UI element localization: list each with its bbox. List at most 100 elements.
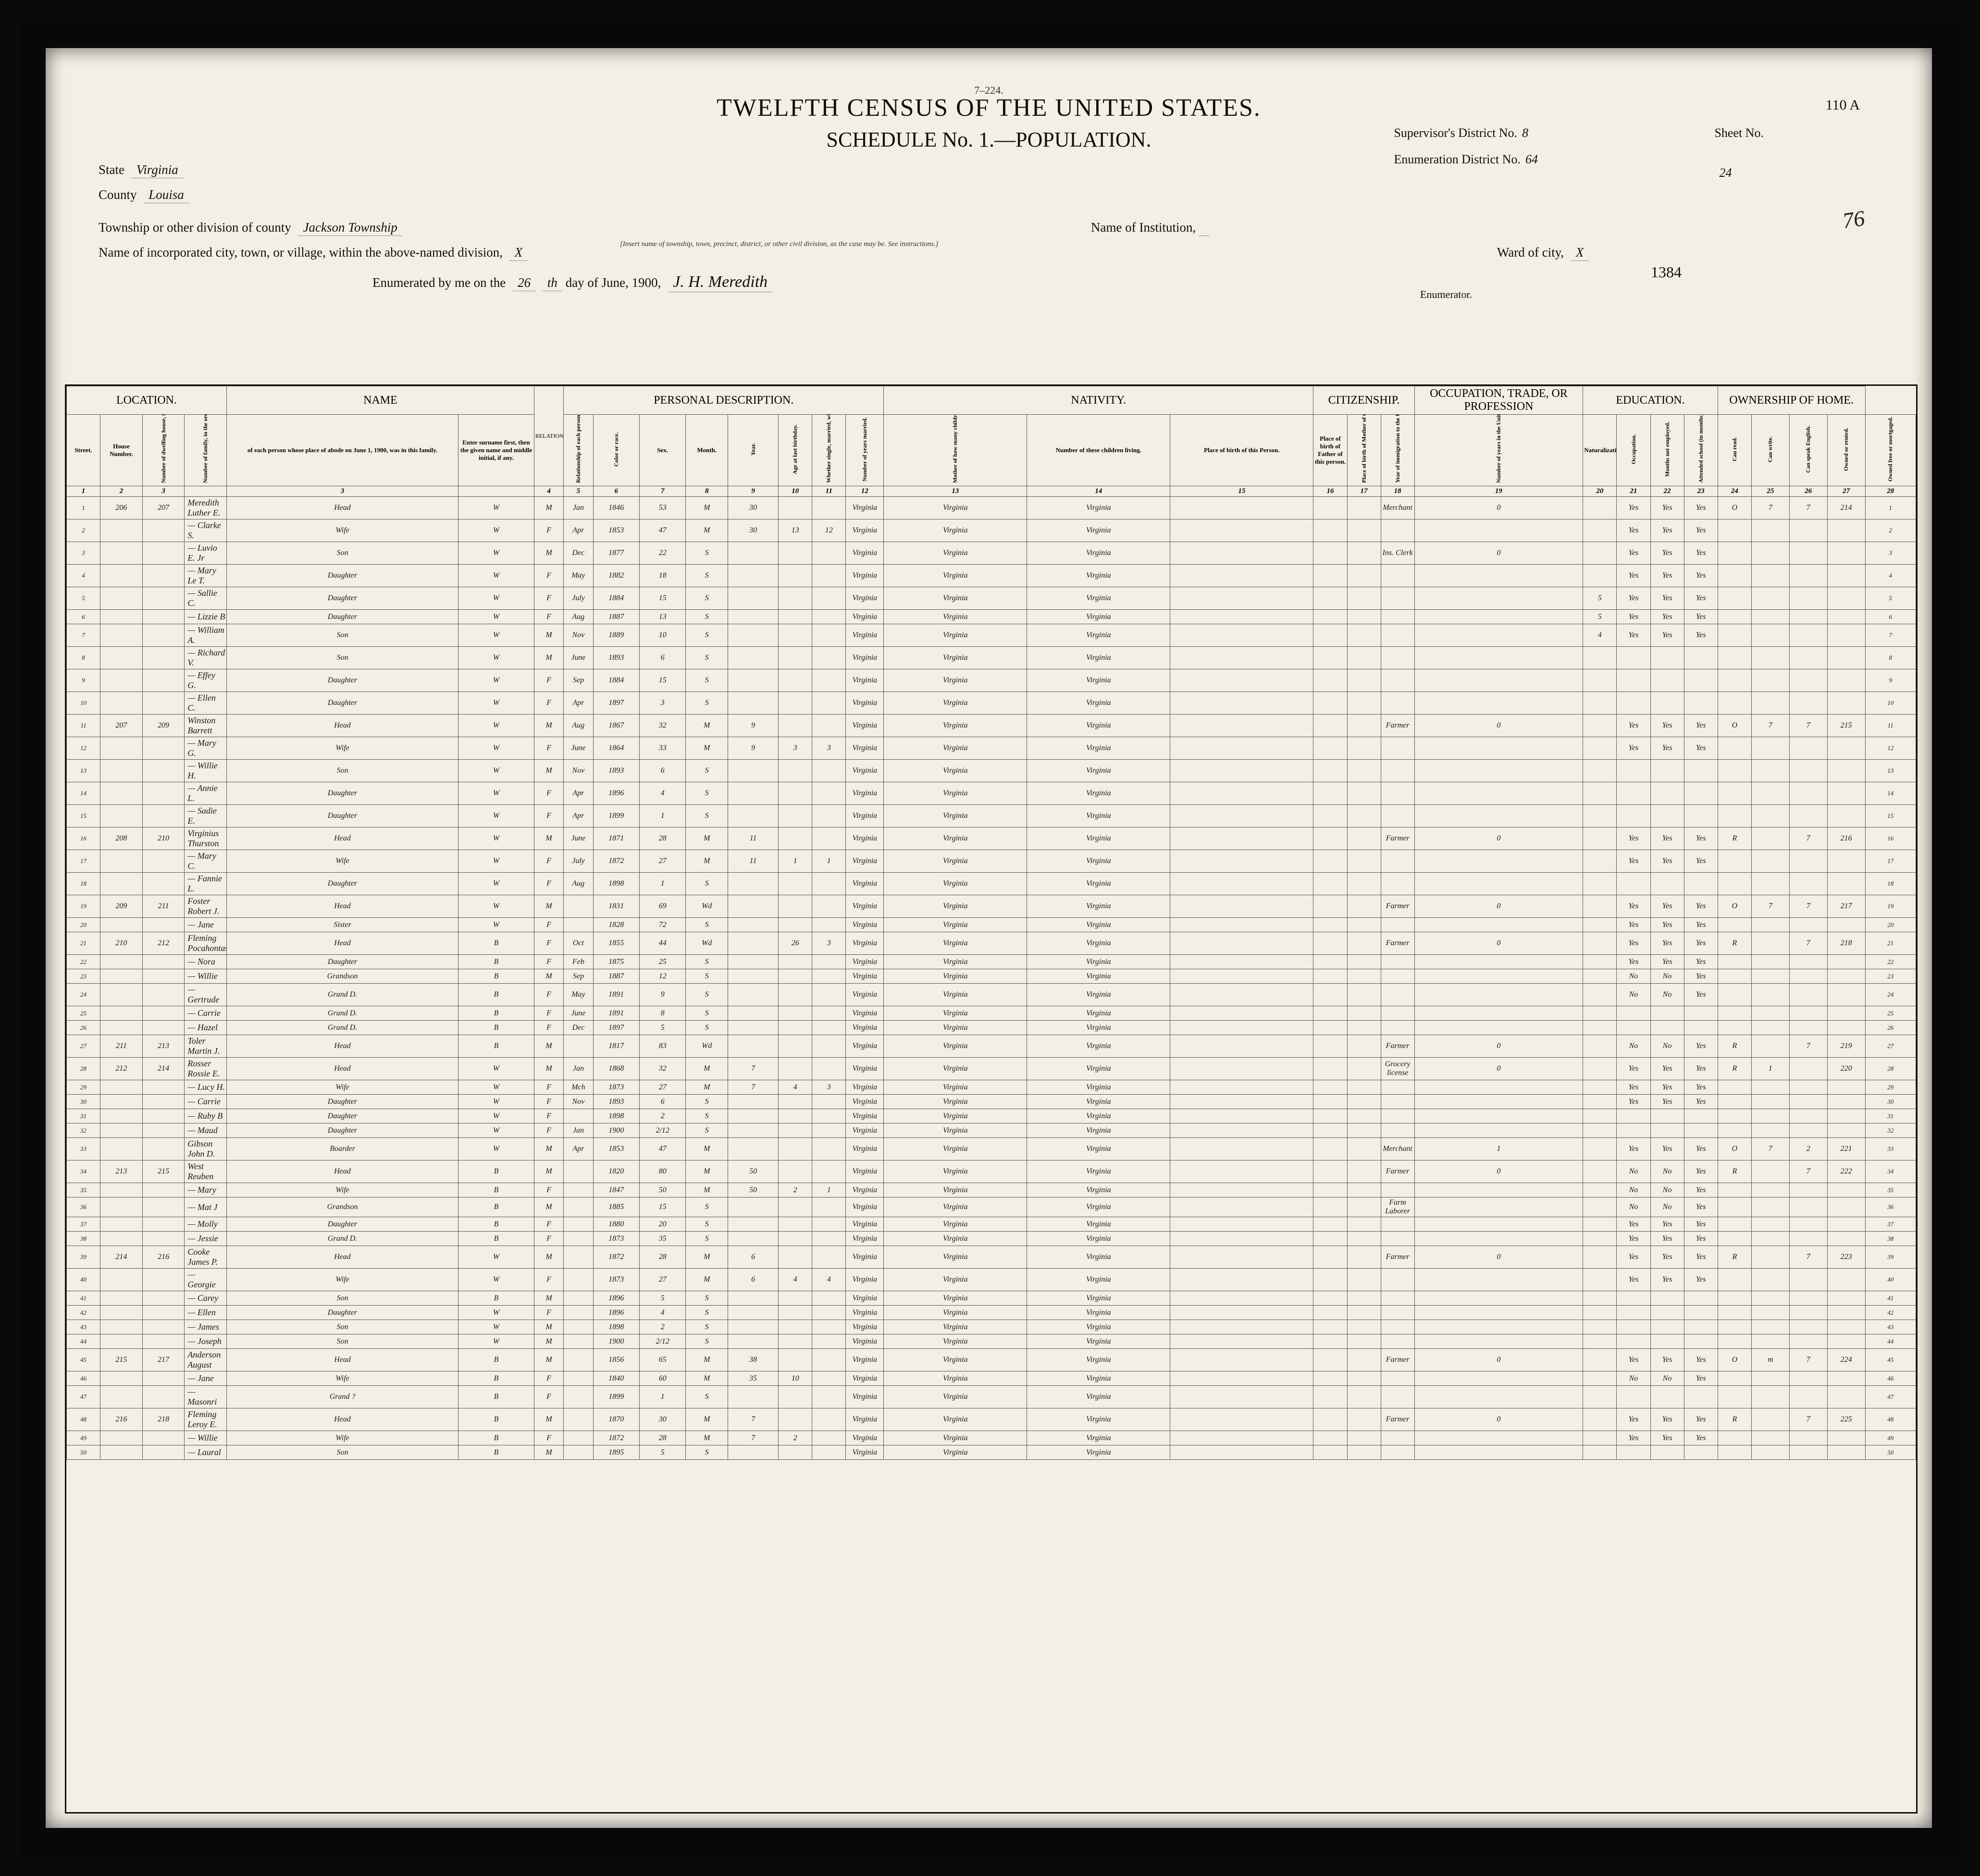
person-name[interactable]: — Sallie C. [185, 587, 227, 610]
person-name[interactable]: — Richard V. [185, 647, 227, 669]
table-row[interactable]: 37— Molly Daughter B F 1880 20 S Virginia Virgin… [67, 1217, 1916, 1232]
person-name[interactable]: — Willie [185, 969, 227, 984]
person-name[interactable]: — Carrie [185, 1095, 227, 1109]
person-name[interactable]: — Jane [185, 1371, 227, 1386]
table-row[interactable]: 13— Willie H. Son W M Nov 1893 6 S Virginia Virgi… [67, 760, 1916, 782]
table-row[interactable]: 46— Jane Wife B F 1840 60 M 35 10 Virginia Virgini… [67, 1371, 1916, 1386]
person-name[interactable]: Foster Robert J. [185, 895, 227, 918]
person-name[interactable]: — Carrie [185, 1006, 227, 1021]
table-row[interactable]: 26— Hazel Grand D. B F Dec 1897 5 S Virginia Virg… [67, 1021, 1916, 1035]
table-row[interactable]: 48 216 218 Fleming Leroy E. Head B M 1870 30 M 7 Vi… [67, 1408, 1916, 1431]
table-row[interactable]: 43— James Son W M 1898 2 S Virginia Virginia Virg… [67, 1320, 1916, 1334]
person-name[interactable]: — Molly [185, 1217, 227, 1232]
person-name[interactable]: — Fannie L. [185, 873, 227, 895]
table-row[interactable]: 50— Laural Son B M 1895 5 S Virginia Virginia Vir… [67, 1445, 1916, 1460]
table-row[interactable]: 47— Masonri Grand ? B F 1899 1 S Virginia Virgin… [67, 1386, 1916, 1408]
table-row[interactable]: 38— Jessie Grand D. B F 1873 35 S Virginia Virgi… [67, 1232, 1916, 1246]
table-row[interactable]: 30— Carrie Daughter W F Nov 1893 6 S Virginia Vir… [67, 1095, 1916, 1109]
person-name[interactable]: — Georgie [185, 1269, 227, 1291]
person-name[interactable]: — Jessie [185, 1232, 227, 1246]
person-name[interactable]: — Ellen [185, 1306, 227, 1320]
table-row[interactable]: 3— Luvio E. Jr Son W M Dec 1877 22 S Virginia Vir… [67, 542, 1916, 565]
table-row[interactable]: 16 208 210 Virginius Thurston Head W M June 1871… [67, 827, 1916, 850]
person-name[interactable]: — Luvio E. Jr [185, 542, 227, 565]
table-row[interactable]: 1 206 207 Meredith Luther E. Head W M Jan 1846 53… [67, 497, 1916, 519]
table-row[interactable]: 9— Effey G. Daughter W F Sep 1884 15 S Virginia V… [67, 669, 1916, 692]
table-row[interactable]: 29— Lucy H. Wife W F Mch 1873 27 M 7 4 3 Virginia Vi… [67, 1080, 1916, 1095]
person-name[interactable]: — Mat J [185, 1197, 227, 1217]
person-name[interactable]: — Clarke S. [185, 519, 227, 542]
person-name[interactable]: — Hazel [185, 1021, 227, 1035]
table-row[interactable]: 10— Ellen C. Daughter W F Apr 1897 3 S Virginia V… [67, 692, 1916, 715]
person-name[interactable]: — Willie H. [185, 760, 227, 782]
table-row[interactable]: 21 210 212 Fleming Pocahontas Head B F Oct 1855 4… [67, 932, 1916, 955]
person-name[interactable]: — Mary G. [185, 737, 227, 760]
person-name[interactable]: — Willie [185, 1431, 227, 1445]
table-row[interactable]: 36— Mat J Grandson B M 1885 15 S Virginia Virgin… [67, 1197, 1916, 1217]
person-name[interactable]: — Joseph [185, 1334, 227, 1349]
person-name[interactable]: — Maud [185, 1123, 227, 1138]
person-name[interactable]: West Reuben [185, 1160, 227, 1183]
person-name[interactable]: Fleming Pocahontas [185, 932, 227, 955]
table-row[interactable]: 34 213 215 West Reuben Head B M 1820 80 M 50 Virgin… [67, 1160, 1916, 1183]
person-name[interactable]: — Mary [185, 1183, 227, 1197]
table-row[interactable]: 5— Sallie C. Daughter W F July 1884 15 S Virgini… [67, 587, 1916, 610]
person-name[interactable]: Rosser Rossie E. [185, 1058, 227, 1080]
person-name[interactable]: — Lizzie B [185, 610, 227, 624]
table-row[interactable]: 7— William A. Son W M Nov 1889 10 S Virginia Virg… [67, 624, 1916, 647]
table-row[interactable]: 17— Mary C. Wife W F July 1872 27 M 11 1 1 Virginia… [67, 850, 1916, 873]
table-row[interactable]: 31— Ruby B Daughter W F 1898 2 S Virginia Virgin… [67, 1109, 1916, 1123]
person-name[interactable]: — Jane [185, 918, 227, 932]
person-name[interactable]: Winston Barrett [185, 715, 227, 737]
table-row[interactable]: 49— Willie Wife B F 1872 28 M 7 2 Virginia Virgini… [67, 1431, 1916, 1445]
person-name[interactable]: Toler Martin J. [185, 1035, 227, 1058]
table-row[interactable]: 42— Ellen Daughter W F 1896 4 S Virginia Virgini… [67, 1306, 1916, 1320]
table-row[interactable]: 6— Lizzie B Daughter W F Aug 1887 13 S Virginia V… [67, 610, 1916, 624]
person-name[interactable]: — Nora [185, 955, 227, 969]
person-name[interactable]: Cooke James P. [185, 1246, 227, 1269]
table-row[interactable]: 28 212 214 Rosser Rossie E. Head W M Jan 1868 32 M… [67, 1058, 1916, 1080]
table-row[interactable]: 32— Maud Daughter W F Jan 1900 2/12 S Virginia Vi… [67, 1123, 1916, 1138]
table-row[interactable]: 12— Mary G. Wife W F June 1864 33 M 9 3 3 Virginia V… [67, 737, 1916, 760]
person-name[interactable]: — James [185, 1320, 227, 1334]
table-row[interactable]: 35— Mary Wife B F 1847 50 M 50 2 1 Virginia Virgini… [67, 1183, 1916, 1197]
person-name[interactable]: — Ruby B [185, 1109, 227, 1123]
table-row[interactable]: 39 214 216 Cooke James P. Head W M 1872 28 M 6 Virg… [67, 1246, 1916, 1269]
person-name[interactable]: Meredith Luther E. [185, 497, 227, 519]
person-name[interactable]: — Masonri [185, 1386, 227, 1408]
table-row[interactable]: 8— Richard V. Son W M June 1893 6 S Virginia Virg… [67, 647, 1916, 669]
person-name[interactable]: Anderson August [185, 1349, 227, 1371]
person-name[interactable]: — Effey G. [185, 669, 227, 692]
person-name[interactable]: — William A. [185, 624, 227, 647]
table-row[interactable]: 11 207 209 Winston Barrett Head W M Aug 1867 32 M 9… [67, 715, 1916, 737]
table-row[interactable]: 4— Mary Le T. Daughter W F May 1882 18 S Virgini… [67, 565, 1916, 587]
table-row[interactable]: 33 Gibson John D. Boarder W M Apr 1853 47 M Virgi… [67, 1138, 1916, 1160]
table-row[interactable]: 22— Nora Daughter B F Feb 1875 25 S Virginia Virg… [67, 955, 1916, 969]
table-row[interactable]: 24— Gertrude Grand D. B F May 1891 9 S Virginia V… [67, 984, 1916, 1006]
person-name[interactable]: — Gertrude [185, 984, 227, 1006]
person-name[interactable]: Virginius Thurston [185, 827, 227, 850]
table-row[interactable]: 23— Willie Grandson B M Sep 1887 12 S Virginia Vi… [67, 969, 1916, 984]
table-row[interactable]: 2— Clarke S. Wife W F Apr 1853 47 M 30 13 12 Virgin… [67, 519, 1916, 542]
table-row[interactable]: 45 215 217 Anderson August Head B M 1856 65 M 38 Vi… [67, 1349, 1916, 1371]
table-row[interactable]: 18— Fannie L. Daughter W F Aug 1898 1 S Virginia… [67, 873, 1916, 895]
table-row[interactable]: 44— Joseph Son W M 1900 2/12 S Virginia Virginia… [67, 1334, 1916, 1349]
person-name[interactable]: — Laural [185, 1445, 227, 1460]
person-name[interactable]: — Mary Le T. [185, 565, 227, 587]
table-row[interactable]: 40— Georgie Wife W F 1873 27 M 6 4 4 Virginia Virgi… [67, 1269, 1916, 1291]
table-row[interactable]: 20— Jane Sister W F 1828 72 S Virginia Virginia V… [67, 918, 1916, 932]
table-row[interactable]: 14— Annie L. Daughter W F Apr 1896 4 S Virginia V… [67, 782, 1916, 805]
table-row[interactable]: 25— Carrie Grand D. B F June 1891 8 S Virginia Vi… [67, 1006, 1916, 1021]
person-name[interactable]: Fleming Leroy E. [185, 1408, 227, 1431]
person-name[interactable]: — Carey [185, 1291, 227, 1306]
person-name[interactable]: — Mary C. [185, 850, 227, 873]
table-row[interactable]: 15— Sadie E. Daughter W F Apr 1899 1 S Virginia V… [67, 805, 1916, 827]
table-row[interactable]: 27 211 213 Toler Martin J. Head B M 1817 83 Wd Vir… [67, 1035, 1916, 1058]
person-name[interactable]: — Sadie E. [185, 805, 227, 827]
table-row[interactable]: 19 209 211 Foster Robert J. Head W M 1831 69 Wd Vi… [67, 895, 1916, 918]
table-row[interactable]: 41— Carey Son B M 1896 5 S Virginia Virginia Virg… [67, 1291, 1916, 1306]
person-name[interactable]: — Ellen C. [185, 692, 227, 715]
person-name[interactable]: Gibson John D. [185, 1138, 227, 1160]
ward-number[interactable]: 1384 [1651, 263, 1682, 281]
person-name[interactable]: — Annie L. [185, 782, 227, 805]
